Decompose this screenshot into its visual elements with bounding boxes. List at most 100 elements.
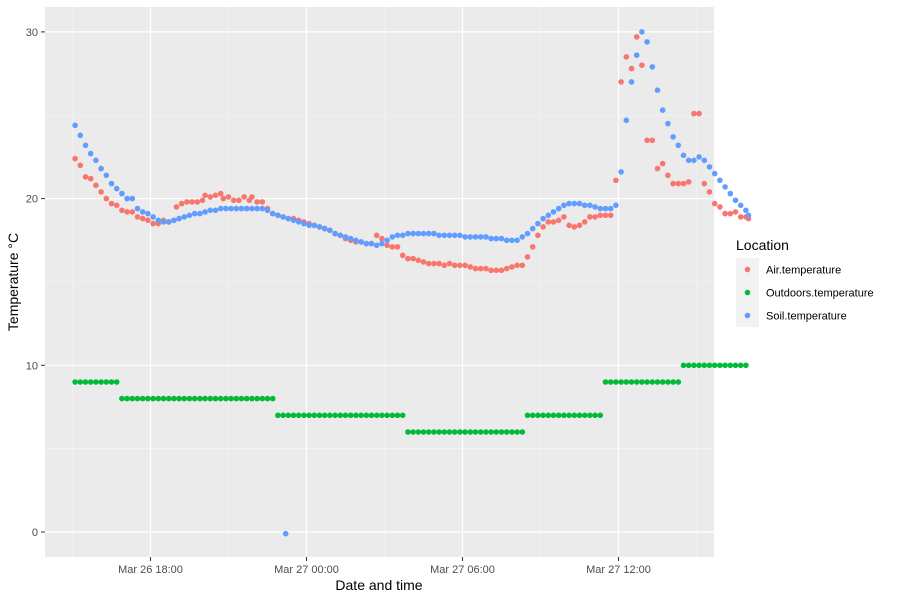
soil-point	[592, 204, 598, 210]
air-point	[696, 110, 702, 117]
soil-point	[540, 215, 546, 222]
outdoors-point	[223, 395, 229, 402]
air-point	[436, 260, 442, 267]
soil-point	[217, 205, 224, 212]
outdoors-point	[680, 362, 687, 369]
outdoors-point	[618, 379, 624, 385]
outdoors-point	[571, 412, 578, 419]
air-point	[259, 199, 266, 205]
outdoors-point	[483, 429, 489, 435]
soil-point	[124, 195, 130, 202]
air-point	[150, 220, 156, 227]
air-point	[145, 217, 151, 224]
outdoors-point	[327, 412, 333, 419]
soil-point	[483, 234, 489, 240]
air-point	[581, 219, 588, 225]
air-point	[613, 177, 619, 184]
soil-point	[186, 212, 193, 219]
soil-point	[743, 207, 749, 214]
air-point	[571, 224, 578, 230]
legend-marker-outdoors	[744, 289, 751, 296]
outdoors-point	[238, 395, 245, 402]
air-point	[254, 199, 260, 205]
x-axis: Mar 26 18:00 Mar 27 00:00 Mar 27 06:00 Mar …	[118, 557, 651, 576]
soil-point	[82, 142, 89, 149]
outdoors-point	[165, 395, 172, 402]
air-point	[399, 252, 406, 259]
air-point	[103, 195, 110, 202]
soil-point	[737, 202, 744, 209]
soil-point	[529, 225, 536, 232]
soil-point	[311, 222, 318, 229]
y-tick-label: 0	[32, 527, 38, 539]
outdoors-point	[249, 395, 255, 402]
outdoors-point	[186, 395, 193, 402]
legend-title: Location	[736, 237, 789, 253]
air-point	[555, 217, 562, 224]
soil-point	[628, 79, 635, 85]
air-point	[108, 200, 115, 207]
outdoors-point	[654, 379, 661, 385]
air-point	[514, 262, 520, 269]
outdoors-point	[602, 379, 609, 385]
outdoors-point	[628, 379, 635, 385]
air-point	[98, 189, 104, 195]
air-point	[685, 179, 692, 185]
outdoors-point	[275, 412, 281, 419]
soil-point	[264, 207, 271, 214]
outdoors-point	[150, 395, 156, 402]
soil-point	[337, 232, 344, 239]
soil-point	[665, 120, 671, 127]
outdoors-point	[405, 429, 411, 435]
data-points	[72, 29, 752, 537]
soil-point	[633, 52, 640, 58]
soil-point	[332, 230, 338, 237]
soil-point	[675, 142, 682, 149]
legend: Location Air.temperature Outdoors.tempera…	[736, 237, 874, 327]
soil-point	[98, 165, 104, 172]
air-point	[498, 267, 505, 274]
soil-point	[233, 205, 240, 212]
outdoors-point	[675, 379, 682, 385]
outdoors-point	[732, 362, 739, 369]
air-point	[732, 209, 739, 215]
soil-point	[576, 200, 583, 207]
outdoors-point	[82, 379, 89, 385]
outdoors-point	[441, 429, 448, 435]
outdoors-point	[171, 395, 177, 402]
air-point	[373, 232, 380, 239]
outdoors-point	[514, 429, 520, 435]
air-point	[717, 204, 723, 210]
outdoors-point	[108, 379, 115, 385]
air-point	[139, 215, 146, 222]
soil-point	[282, 530, 289, 537]
outdoors-point	[295, 412, 302, 419]
soil-point	[301, 220, 307, 227]
y-axis-title: Temperature °C	[5, 233, 21, 331]
air-point	[113, 202, 120, 209]
outdoors-point	[379, 412, 385, 419]
air-point	[207, 194, 214, 200]
soil-point	[347, 235, 354, 242]
soil-point	[373, 242, 380, 249]
air-point	[566, 222, 572, 229]
soil-point	[223, 205, 229, 212]
air-point	[425, 260, 432, 267]
soil-point	[514, 237, 520, 244]
air-point	[124, 209, 130, 215]
soil-point	[477, 234, 484, 240]
air-point	[592, 214, 598, 220]
soil-point	[685, 157, 692, 164]
soil-point	[607, 205, 614, 212]
air-point	[722, 210, 728, 217]
air-point	[618, 79, 624, 85]
soil-point	[129, 195, 136, 202]
outdoors-point	[535, 412, 541, 419]
x-tick-label: Mar 27 00:00	[274, 564, 339, 576]
outdoors-point	[659, 379, 666, 385]
outdoors-point	[431, 429, 437, 435]
outdoors-point	[498, 429, 505, 435]
outdoors-point	[337, 412, 344, 419]
outdoors-point	[711, 362, 718, 369]
soil-point	[509, 237, 515, 244]
